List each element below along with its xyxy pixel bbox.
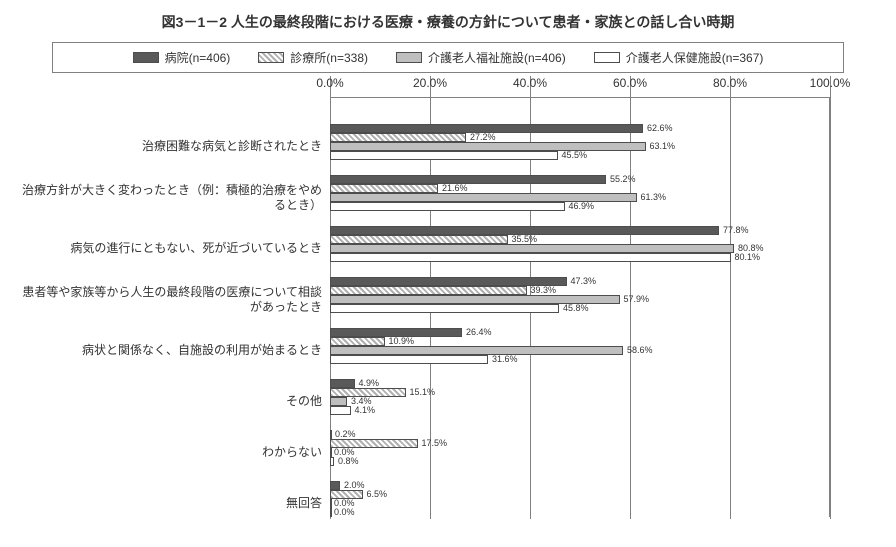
bar-label: 46.9% xyxy=(569,201,595,211)
x-tick-label: 80.0% xyxy=(713,76,747,90)
bar-health xyxy=(330,202,565,211)
bar-welfare xyxy=(330,448,332,457)
y-axis-label: 治療方針が大きく変わったとき（例：積極的治療をやめるとき） xyxy=(20,172,322,223)
y-axis-label: その他 xyxy=(20,376,322,427)
bar-label: 47.3% xyxy=(571,276,597,286)
legend-item-health: 介護老人保健施設(n=367) xyxy=(594,49,764,66)
bar-label: 15.1% xyxy=(410,387,436,397)
bar-health xyxy=(330,406,351,415)
x-tick-label: 0.0% xyxy=(316,76,343,90)
x-tick-label: 20.0% xyxy=(413,76,447,90)
legend-swatch-clinic xyxy=(258,52,284,63)
bar-clinic xyxy=(330,286,527,295)
bar-health xyxy=(330,253,731,262)
bar-welfare xyxy=(330,346,623,355)
bar-health xyxy=(330,355,488,364)
y-axis-label: 無回答 xyxy=(20,478,322,529)
y-axis-label: 患者等や家族等から人生の最終段階の医療について相談があったとき xyxy=(20,274,322,325)
legend-swatch-health xyxy=(594,52,620,63)
legend-swatch-welfare xyxy=(396,52,422,63)
bar-label: 45.8% xyxy=(563,303,589,313)
bar-label: 55.2% xyxy=(610,174,636,184)
bar-label: 63.1% xyxy=(650,141,676,151)
chart-title: 図3－1－2 人生の最終段階における医療・療養の方針について患者・家族との話し合… xyxy=(12,12,884,32)
bar-clinic xyxy=(330,133,466,142)
legend-item-hospital: 病院(n=406) xyxy=(133,49,231,66)
bar-hospital xyxy=(330,379,355,388)
bar-welfare xyxy=(330,142,646,151)
bar-label: 39.3% xyxy=(531,285,557,295)
bar-label: 0.8% xyxy=(338,456,359,466)
legend-item-clinic: 診療所(n=338) xyxy=(258,49,368,66)
legend-label-health: 介護老人保健施設(n=367) xyxy=(626,49,764,66)
bar-clinic xyxy=(330,235,508,244)
bar-label: 61.3% xyxy=(641,192,667,202)
bars-container: 62.6% 27.2% 63.1% 45.5% 55.2% 21.6% 61.3% 46.9%… xyxy=(330,120,829,517)
y-axis-label: 病状と関係なく、自施設の利用が始まるとき xyxy=(20,325,322,376)
bar-label: 57.9% xyxy=(624,294,650,304)
bar-label: 45.5% xyxy=(562,150,588,160)
legend: 病院(n=406) 診療所(n=338) 介護老人福祉施設(n=406) 介護老人保健… xyxy=(52,42,844,73)
bar-label: 4.9% xyxy=(359,378,380,388)
bar-clinic xyxy=(330,337,385,346)
legend-swatch-hospital xyxy=(133,52,159,63)
x-tick-label: 40.0% xyxy=(513,76,547,90)
legend-label-clinic: 診療所(n=338) xyxy=(290,49,368,66)
bar-label: 58.6% xyxy=(627,345,653,355)
legend-label-hospital: 病院(n=406) xyxy=(165,49,231,66)
bar-health xyxy=(330,304,559,313)
plot-wrap: 治療困難な病気と診断されたとき治療方針が大きく変わったとき（例：積極的治療をやめ… xyxy=(12,97,884,529)
bar-label: 77.8% xyxy=(723,225,749,235)
bar-hospital xyxy=(330,430,332,439)
bar-clinic xyxy=(330,184,438,193)
bar-label: 6.5% xyxy=(367,489,388,499)
bar-health xyxy=(330,457,334,466)
legend-item-welfare: 介護老人福祉施設(n=406) xyxy=(396,49,566,66)
x-tick-label: 100.0% xyxy=(810,76,851,90)
legend-label-welfare: 介護老人福祉施設(n=406) xyxy=(428,49,566,66)
bar-label: 26.4% xyxy=(466,327,492,337)
x-tick-label: 60.0% xyxy=(613,76,647,90)
bar-welfare xyxy=(330,244,734,253)
bar-welfare xyxy=(330,499,332,508)
bar-health xyxy=(330,508,332,517)
y-axis-label: 治療困難な病気と診断されたとき xyxy=(20,121,322,172)
bar-hospital xyxy=(330,175,606,184)
y-axis-label: 病気の進行にともない、死が近づいているとき xyxy=(20,223,322,274)
bar-label: 2.0% xyxy=(344,480,365,490)
y-axis-labels: 治療困難な病気と診断されたとき治療方針が大きく変わったとき（例：積極的治療をやめ… xyxy=(20,97,330,529)
bar-health xyxy=(330,151,558,160)
bar-label: 17.5% xyxy=(422,438,448,448)
bar-label: 62.6% xyxy=(647,123,673,133)
bar-label: 31.6% xyxy=(492,354,518,364)
bar-label: 35.5% xyxy=(512,234,538,244)
plot-area: 0.0%20.0%40.0%60.0%80.0%100.0% 62.6%27.2… xyxy=(330,97,830,517)
bar-label: 27.2% xyxy=(470,132,496,142)
y-axis-label: わからない xyxy=(20,427,322,478)
gridline xyxy=(830,76,831,519)
bar-welfare xyxy=(330,397,347,406)
bar-label: 0.0% xyxy=(334,507,355,517)
bar-label: 80.1% xyxy=(735,252,761,262)
bar-label: 0.2% xyxy=(335,429,356,439)
bar-label: 10.9% xyxy=(389,336,415,346)
bar-hospital xyxy=(330,481,340,490)
bar-label: 4.1% xyxy=(355,405,376,415)
bar-label: 21.6% xyxy=(442,183,468,193)
